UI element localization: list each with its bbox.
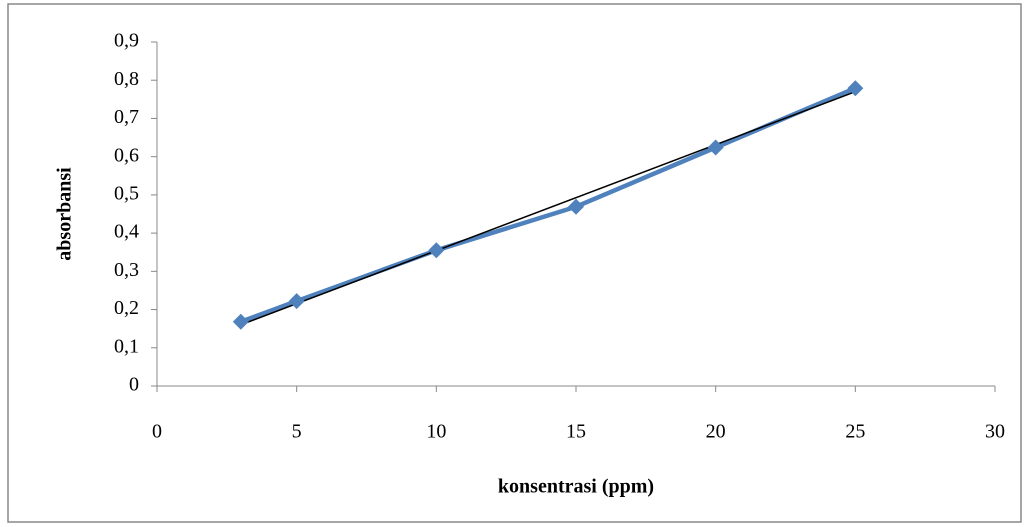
data-point (707, 139, 724, 156)
trendline (240, 90, 856, 326)
y-axis-label: absorbansi (54, 167, 76, 261)
x-tick-label: 30 (985, 421, 1005, 443)
y-tick-label: 0 (129, 374, 139, 396)
data-point (288, 293, 305, 310)
y-tick-label: 0,5 (114, 182, 139, 204)
y-tick-label: 0,7 (114, 106, 139, 128)
data-point (847, 80, 864, 97)
y-tick-label: 0,8 (114, 68, 139, 90)
x-tick-label: 0 (152, 421, 162, 443)
x-tick-label: 25 (845, 421, 865, 443)
x-axis-label: konsentrasi (ppm) (498, 476, 654, 498)
y-tick-label: 0,6 (114, 144, 139, 166)
series-line (240, 86, 857, 324)
y-tick-label: 0,9 (114, 30, 139, 52)
x-tick-label: 5 (292, 421, 302, 443)
data-point (428, 242, 445, 259)
y-tick-label: 0,4 (114, 221, 139, 243)
x-tick-label: 15 (566, 421, 586, 443)
x-tick-label: 20 (706, 421, 726, 443)
data-point (232, 313, 249, 330)
x-tick-label: 10 (426, 421, 446, 443)
data-point (568, 198, 584, 215)
y-tick-label: 0,1 (114, 335, 139, 357)
chart-frame (7, 3, 1022, 523)
y-tick-label: 0,2 (114, 297, 139, 319)
y-tick-label: 0,3 (114, 259, 139, 281)
